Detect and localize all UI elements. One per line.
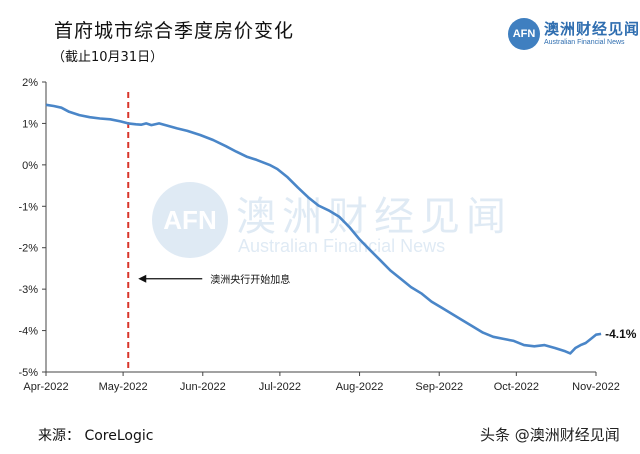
chart-title: 首府城市综合季度房价变化 bbox=[54, 20, 295, 42]
y-tick-label: 1% bbox=[22, 118, 38, 130]
annotation-arrow-head bbox=[138, 274, 147, 283]
source-note: 来源： CoreLogic bbox=[38, 428, 154, 444]
y-tick-label: -4% bbox=[18, 326, 38, 338]
annotation-label: 澳洲央行开始加息 bbox=[210, 273, 290, 286]
x-tick-label: Oct-2022 bbox=[494, 381, 539, 393]
afn-logo-icon: AFN bbox=[508, 18, 540, 50]
brand-logo: AFN 澳洲财经见闻 Australian Financial News bbox=[508, 18, 639, 52]
brand-name-cn: 澳洲财经见闻 bbox=[544, 20, 640, 38]
y-tick-label: -2% bbox=[18, 243, 38, 255]
platform-watermark: 头条 @澳洲财经见闻 bbox=[480, 426, 620, 444]
chart-subtitle: （截止10月31日） bbox=[52, 50, 164, 65]
y-tick-label: -5% bbox=[18, 367, 38, 379]
x-tick-label: Apr-2022 bbox=[23, 381, 68, 393]
y-tick-label: 0% bbox=[22, 160, 38, 172]
y-tick-label: 2% bbox=[22, 77, 38, 89]
brand-name-en: Australian Financial News bbox=[544, 39, 625, 46]
x-tick-label: Jun-2022 bbox=[180, 381, 226, 393]
end-value-label: -4.1% bbox=[605, 327, 637, 341]
x-tick-label: Jul-2022 bbox=[259, 381, 301, 393]
x-tick-label: Aug-2022 bbox=[336, 381, 384, 393]
y-tick-label: -1% bbox=[18, 201, 38, 213]
x-tick-label: Nov-2022 bbox=[572, 381, 620, 393]
x-tick-label: Sep-2022 bbox=[415, 381, 463, 393]
x-tick-label: May-2022 bbox=[99, 381, 148, 393]
y-tick-label: -3% bbox=[18, 284, 38, 296]
series-line bbox=[45, 103, 602, 355]
